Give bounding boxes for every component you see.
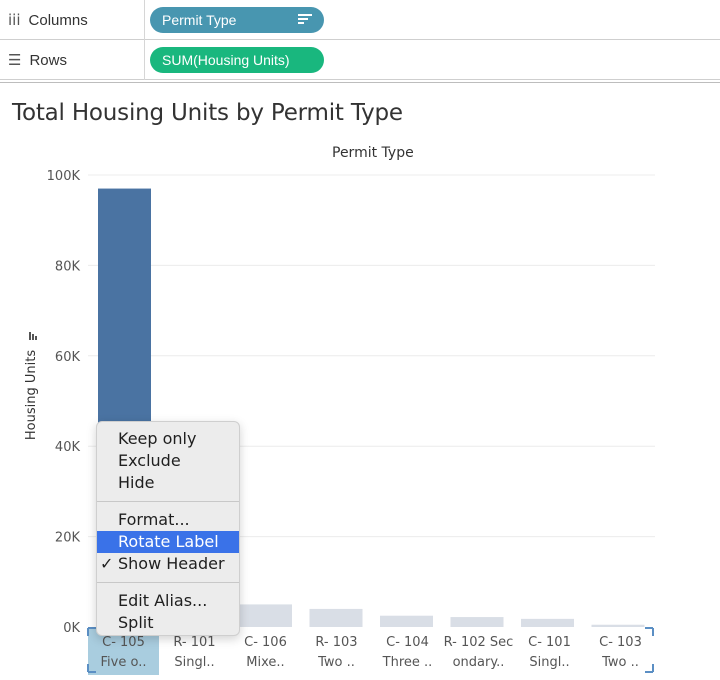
menu-item-exclude[interactable]: Exclude [97, 450, 239, 472]
sheet-title: Total Housing Units by Permit Type [12, 100, 403, 126]
x-category-label[interactable]: Three .. [382, 655, 433, 670]
menu-item-format[interactable]: Format... [97, 509, 239, 531]
bar[interactable] [450, 617, 504, 627]
bar[interactable] [239, 604, 292, 627]
rows-shelf-label-cell: ☰ Rows [0, 40, 145, 80]
menu-item-label: Rotate Label [118, 532, 219, 551]
y-tick-label: 80K [55, 259, 81, 274]
x-category-label[interactable]: Five o.. [101, 655, 147, 670]
sort-descending-icon[interactable] [298, 14, 312, 26]
columns-shelf-label-cell: iii Columns [0, 0, 145, 40]
menu-separator [97, 582, 239, 583]
x-category-label[interactable]: Singl.. [174, 655, 214, 670]
x-category-label[interactable]: Mixe.. [246, 655, 284, 670]
x-category-label[interactable]: Two .. [601, 655, 639, 670]
x-category-label[interactable]: C- 101 [528, 635, 571, 650]
view-divider [0, 82, 720, 83]
menu-item-label: Edit Alias... [118, 591, 208, 610]
sum-housing-units-pill-label: SUM(Housing Units) [162, 52, 290, 68]
menu-item-keep-only[interactable]: Keep only [97, 428, 239, 450]
columns-icon: iii [8, 11, 21, 29]
menu-item-label: Format... [118, 510, 190, 529]
x-category-label[interactable]: Singl.. [529, 655, 569, 670]
rows-icon: ☰ [8, 51, 22, 69]
x-category-label[interactable]: C- 104 [386, 635, 429, 650]
menu-item-edit-alias[interactable]: Edit Alias... [97, 590, 239, 612]
menu-item-label: Keep only [118, 429, 197, 448]
sum-housing-units-pill[interactable]: SUM(Housing Units) [150, 47, 324, 73]
permit-type-pill-label: Permit Type [162, 12, 237, 28]
x-category-label[interactable]: Two .. [317, 655, 355, 670]
rows-label: Rows [29, 51, 67, 69]
permit-type-pill[interactable]: Permit Type [150, 7, 324, 33]
bar[interactable] [521, 618, 574, 627]
x-category-label[interactable]: C- 103 [599, 635, 642, 650]
menu-item-label: Show Header [118, 554, 225, 573]
x-category-label[interactable]: C- 105 [102, 635, 145, 650]
menu-item-label: Split [118, 613, 154, 632]
y-tick-label: 100K [47, 169, 81, 184]
x-category-label[interactable]: ondary.. [453, 655, 505, 670]
checkmark-icon: ✓ [100, 554, 114, 573]
bar[interactable] [309, 608, 363, 627]
y-tick-label: 60K [55, 350, 81, 365]
menu-item-split[interactable]: Split [97, 612, 239, 634]
bar[interactable] [591, 624, 645, 627]
menu-item-show-header[interactable]: ✓ Show Header [97, 553, 239, 575]
menu-separator [97, 501, 239, 502]
x-category-label[interactable]: C- 106 [244, 635, 287, 650]
y-tick-label: 20K [55, 531, 81, 546]
columns-shelf: iii Columns Permit Type [0, 0, 720, 40]
x-category-label[interactable]: R- 101 [173, 635, 215, 650]
menu-item-label: Hide [118, 473, 155, 492]
axis-sort-icon[interactable] [29, 332, 37, 340]
x-category-label[interactable]: R- 103 [315, 635, 357, 650]
menu-item-label: Exclude [118, 451, 181, 470]
y-tick-label: 0K [63, 621, 80, 636]
x-category-label[interactable]: R- 102 Sec [444, 635, 514, 650]
bar[interactable] [380, 615, 433, 627]
rows-shelf: ☰ Rows SUM(Housing Units) [0, 40, 720, 80]
menu-item-hide[interactable]: Hide [97, 472, 239, 494]
menu-item-rotate-label[interactable]: Rotate Label [97, 531, 239, 553]
y-tick-label: 40K [55, 440, 81, 455]
column-header-permit-type[interactable]: Permit Type [332, 145, 414, 161]
context-menu: Keep only Exclude Hide Format... Rotate Labe… [96, 421, 240, 636]
y-axis-label[interactable]: Housing Units [24, 350, 39, 440]
columns-label: Columns [28, 11, 88, 29]
